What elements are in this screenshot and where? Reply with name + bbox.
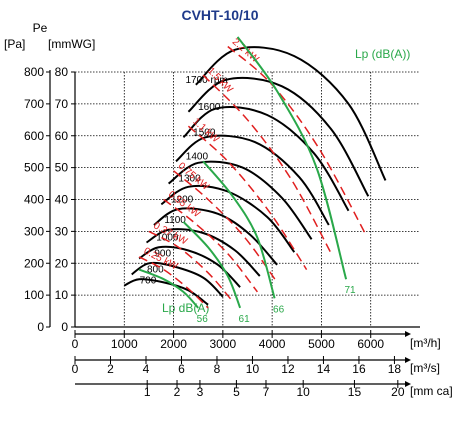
y-tick-mmwg-label: 10 [55, 288, 69, 302]
y-tick-pa-label: 0 [37, 320, 44, 334]
x-tick-m3h-label: 2000 [160, 337, 187, 351]
sound-line-label: 71 [345, 285, 357, 296]
sound-line [138, 268, 199, 309]
x-tick-m3h-label: 6000 [357, 337, 384, 351]
y-tick-mmwg-label: 0 [61, 320, 68, 334]
fan-curve-label: 1400 [186, 151, 209, 162]
x-unit-mmca: [mm ca] [410, 384, 453, 398]
fan-curve-label: 1500 [193, 127, 216, 138]
fan-curve-1000 [145, 228, 261, 277]
x-tick-m3s-label: 12 [281, 362, 295, 376]
sound-line-label: 61 [239, 314, 251, 325]
power-line [138, 256, 209, 309]
x-tick-mmca-label: 10 [297, 385, 311, 399]
x-tick-m3h-label: 5000 [308, 337, 335, 351]
x-tick-mmca-label: 7 [263, 385, 270, 399]
y-tick-pa-label: 200 [24, 256, 44, 270]
power-line [173, 170, 278, 283]
fan-curve-label: 1000 [156, 233, 179, 244]
y-tick-mmwg-label: 60 [55, 129, 69, 143]
x-tick-mmca-label: 1 [144, 385, 151, 399]
x-tick-m3s-label: 18 [388, 362, 402, 376]
y-tick-pa-label: 300 [24, 224, 44, 238]
sound-line [202, 160, 276, 299]
y-tick-mmwg-label: 40 [55, 193, 69, 207]
sound-line [236, 36, 348, 280]
fan-curve-1200 [160, 184, 296, 253]
sound-line [182, 221, 242, 309]
power-line [227, 45, 367, 235]
power-line [163, 198, 258, 293]
sound-line-label: 66 [273, 304, 285, 315]
fan-curve-label: 1200 [171, 194, 194, 205]
chart-title: CVHT-10/10 [181, 7, 258, 23]
x-tick-m3s-label: 0 [72, 362, 79, 376]
fan-curve-label: 1100 [164, 215, 186, 226]
y-units-right: [mmWG] [48, 37, 95, 51]
fan-curve-label: 700 [140, 276, 157, 287]
fan-curve-label: 900 [154, 248, 171, 259]
x-axis-mmca-arrow [405, 381, 411, 387]
y-tick-mmwg-label: 80 [55, 65, 69, 79]
y-tick-mmwg-label: 70 [55, 97, 69, 111]
x-tick-mmca-label: 5 [233, 385, 240, 399]
x-tick-m3s-label: 4 [143, 362, 150, 376]
y-tick-pa-label: 700 [24, 97, 44, 111]
x-axis-m3h-arrow [405, 331, 411, 337]
y-label: Pe [33, 21, 48, 35]
fan-curve-1300 [167, 160, 313, 240]
x-tick-m3s-label: 2 [107, 362, 114, 376]
fan-curve-700 [123, 278, 209, 306]
power-line [148, 230, 234, 302]
y-tick-mmwg-label: 50 [55, 161, 69, 175]
x-tick-m3h-label: 3000 [210, 337, 237, 351]
fan-curve-label: 1700 rpm [186, 75, 228, 86]
lp-legend-label: Lp (dB(A)) [355, 47, 410, 61]
x-tick-m3h-label: 0 [72, 337, 79, 351]
x-tick-mmca-label: 20 [391, 385, 405, 399]
x-tick-m3h-label: 4000 [259, 337, 286, 351]
x-tick-m3s-label: 10 [246, 362, 260, 376]
x-tick-m3s-label: 14 [317, 362, 331, 376]
x-tick-m3h-label: 1000 [111, 337, 138, 351]
x-tick-mmca-label: 3 [197, 385, 204, 399]
x-unit-m3h: [m³/h] [410, 336, 441, 350]
fan-curve-label: 800 [147, 264, 164, 275]
x-tick-m3s-label: 8 [214, 362, 221, 376]
fan-curve-1700 [195, 46, 387, 181]
x-tick-m3s-label: 16 [352, 362, 366, 376]
x-unit-m3s: [m³/s] [410, 361, 440, 375]
power-line [187, 125, 308, 271]
power-line [202, 74, 332, 255]
x-tick-m3s-label: 6 [178, 362, 185, 376]
y-tick-mmwg-label: 30 [55, 224, 69, 238]
x-axis-m3s-arrow [405, 357, 411, 363]
x-tick-mmca-label: 15 [348, 385, 362, 399]
sound-line-label: 56 [197, 314, 209, 325]
fan-curve-label: 1600 [198, 102, 221, 113]
fan-curve-800 [131, 261, 224, 298]
y-tick-pa-label: 800 [24, 65, 44, 79]
y-tick-mmwg-label: 20 [55, 256, 69, 270]
y-tick-pa-label: 500 [24, 161, 44, 175]
y-tick-pa-label: 100 [24, 288, 44, 302]
x-tick-mmca-label: 2 [174, 385, 181, 399]
fan-curve-1500 [182, 106, 350, 212]
y-units-left: [Pa] [4, 37, 25, 51]
y-tick-pa-label: 600 [24, 129, 44, 143]
fan-curve-1400 [175, 134, 330, 226]
fan-curve-label: 1300 [178, 174, 201, 185]
y-tick-pa-label: 400 [24, 193, 44, 207]
